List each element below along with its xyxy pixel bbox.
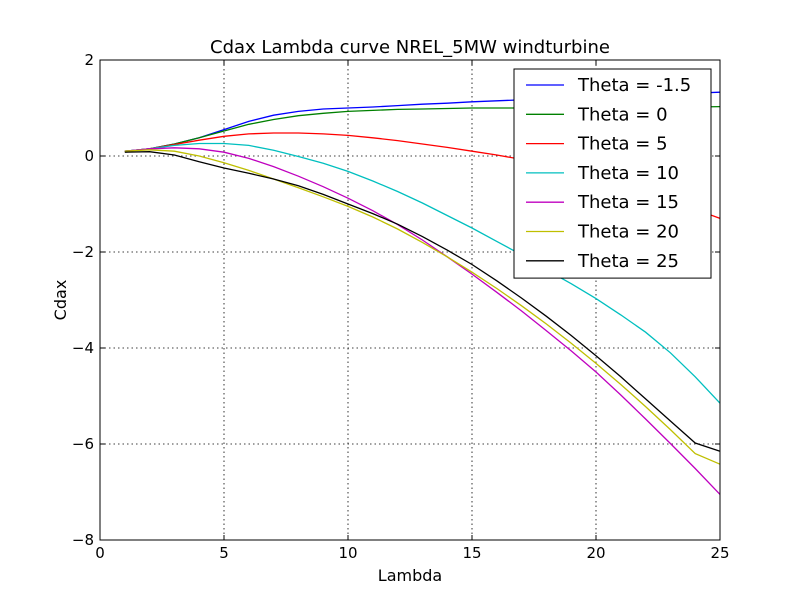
legend-label: Theta = 20 — [577, 222, 679, 243]
y-axis-label: Cdax — [51, 280, 70, 321]
x-axis-label: Lambda — [378, 566, 442, 585]
series-line-4 — [124, 147, 721, 495]
x-tick-label: 15 — [462, 544, 481, 562]
legend-box — [513, 68, 712, 279]
legend-label: Theta = 15 — [577, 192, 679, 213]
y-tick-label: 0 — [84, 147, 94, 165]
x-tick-label: 20 — [586, 544, 605, 562]
x-tick-label: 5 — [219, 544, 229, 562]
y-tick-label: −4 — [72, 339, 94, 357]
legend-label: Theta = 10 — [577, 163, 679, 184]
chart-title: Cdax Lambda curve NREL_5MW windturbine — [210, 37, 610, 58]
y-tick-label: −8 — [72, 531, 94, 549]
y-tick-label: −6 — [72, 435, 94, 453]
legend-label: Theta = 25 — [577, 251, 679, 272]
legend-label: Theta = -1.5 — [577, 75, 691, 96]
x-tick-label: 10 — [338, 544, 357, 562]
legend-label: Theta = 0 — [577, 104, 668, 125]
x-tick-label: 25 — [710, 544, 729, 562]
series-line-6 — [124, 151, 721, 452]
axes-frame — [99, 59, 721, 541]
legend-label: Theta = 5 — [577, 134, 668, 155]
y-tick-label: 2 — [84, 51, 94, 69]
legend: Theta = -1.5 Theta = 0 Theta = 5 Theta = 10… — [513, 68, 712, 279]
series-line-5 — [124, 149, 721, 465]
series-line-3 — [124, 142, 721, 404]
grid — [100, 60, 720, 540]
x-tick-label: 0 — [95, 544, 105, 562]
y-tick-label: −2 — [72, 243, 94, 261]
